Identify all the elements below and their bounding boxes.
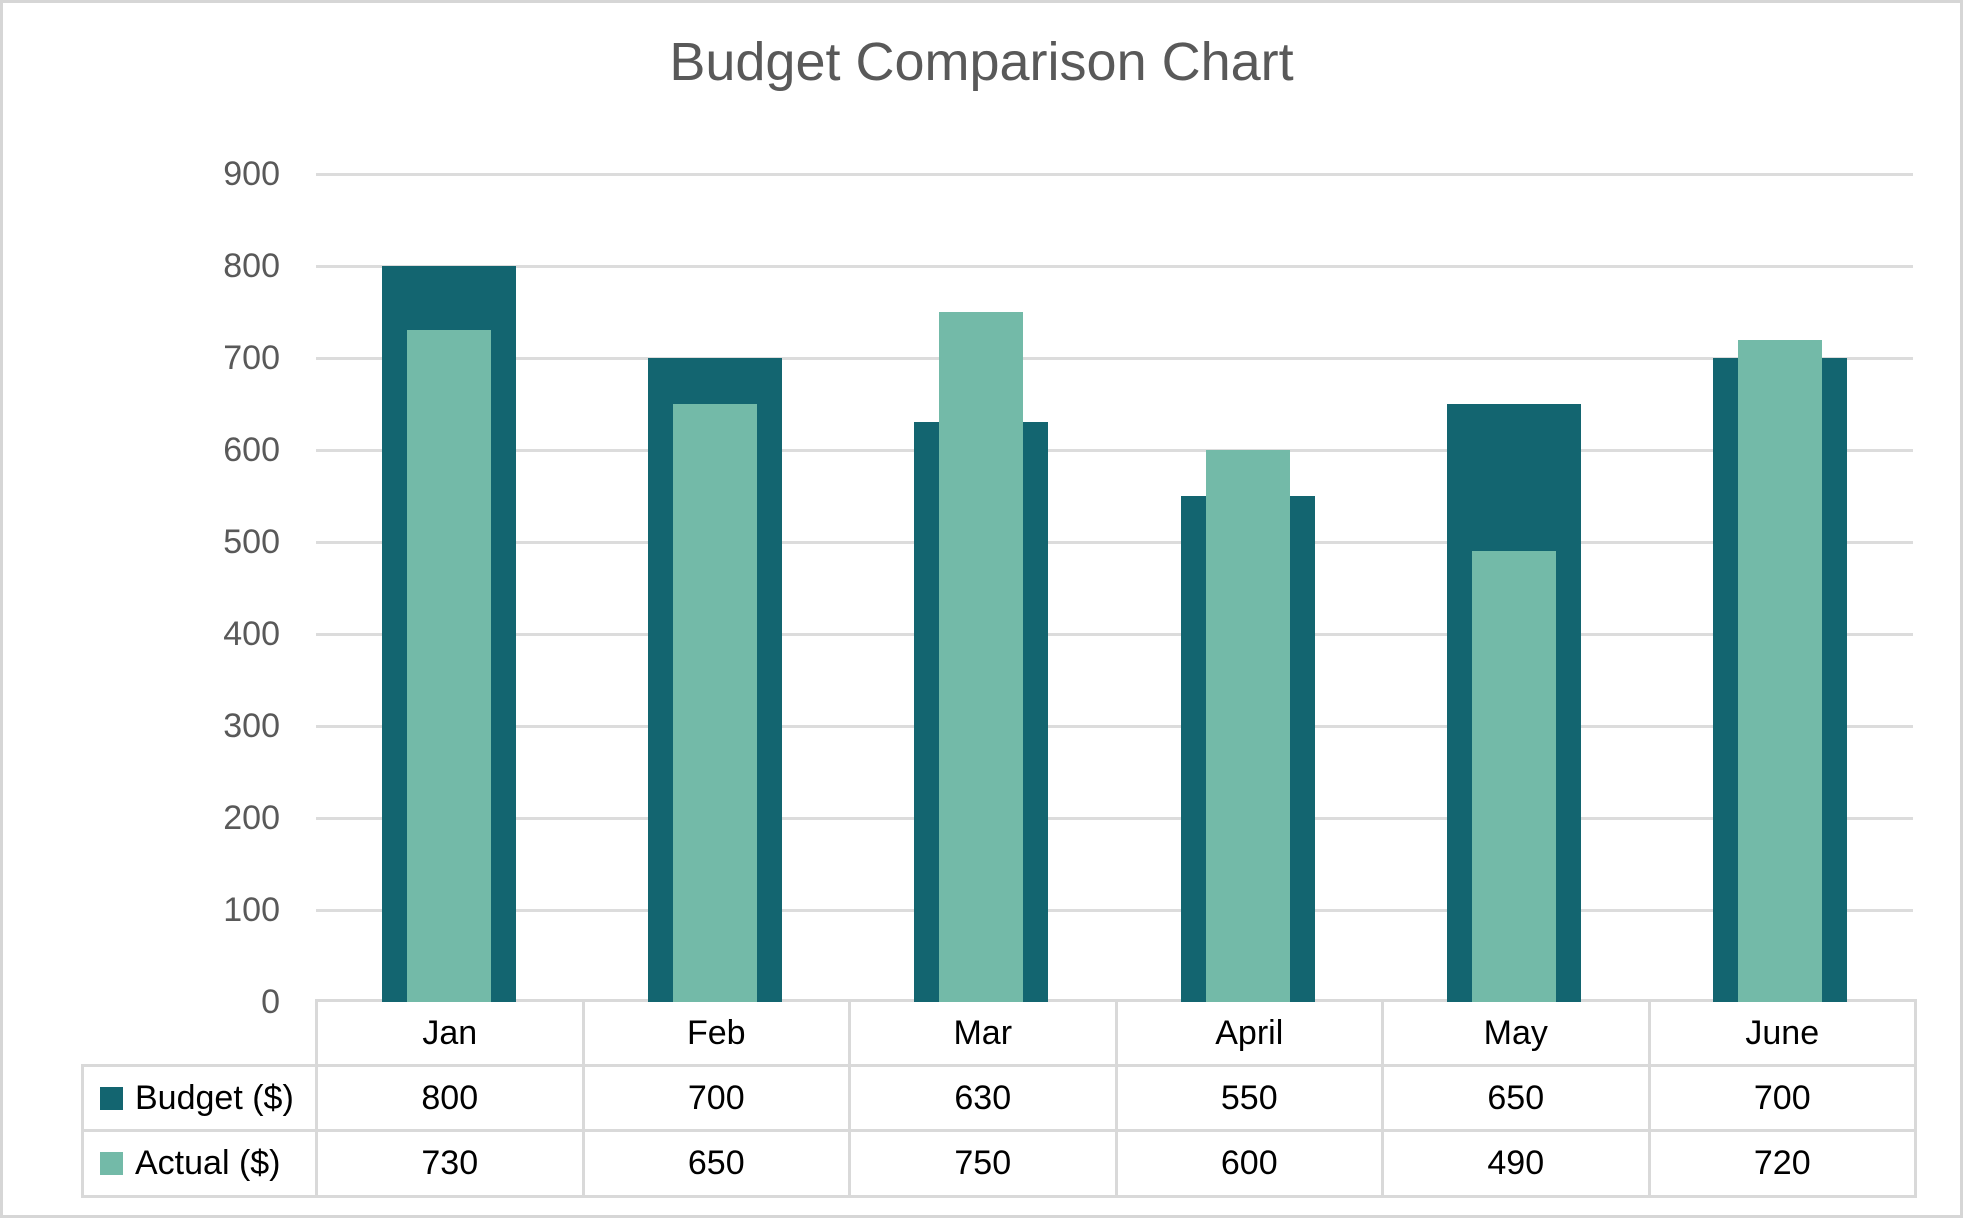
y-tick-label-200: 200 <box>223 799 280 837</box>
y-tick-label-700: 700 <box>223 339 280 377</box>
budget-series-label: Budget ($) <box>135 1078 294 1117</box>
actual-bar-feb <box>673 404 757 1002</box>
y-tick-label-500: 500 <box>223 523 280 561</box>
actual-bar-june <box>1738 340 1822 1002</box>
actual-value-cell-april: 600 <box>1114 1129 1384 1198</box>
budget-value-cell-june: 700 <box>1647 1064 1917 1132</box>
plot-area <box>316 173 1913 1002</box>
chart-title: Budget Comparison Chart <box>669 32 1294 92</box>
gridline-600 <box>316 449 1913 452</box>
budget-value-cell-feb: 700 <box>581 1064 851 1132</box>
gridline-100 <box>316 909 1913 912</box>
budget-value-cell-mar: 630 <box>848 1064 1118 1132</box>
budget-value-cell-may: 650 <box>1381 1064 1651 1132</box>
budget-swatch-icon <box>100 1086 123 1110</box>
table-corner-cell <box>83 1001 317 1066</box>
actual-bar-mar <box>939 312 1023 1002</box>
actual-value-cell-june: 720 <box>1647 1129 1917 1198</box>
actual-legend: Actual ($) <box>100 1144 315 1183</box>
y-tick-label-600: 600 <box>223 431 280 469</box>
gridline-900 <box>316 173 1913 176</box>
month-header-cell-june: June <box>1647 999 1917 1067</box>
month-header-cell-feb: Feb <box>581 999 851 1067</box>
actual-bar-april <box>1206 450 1290 1002</box>
gridline-800 <box>316 265 1913 268</box>
gridline-300 <box>316 725 1913 728</box>
actual-value-cell-may: 490 <box>1381 1129 1651 1198</box>
y-tick-label-900: 900 <box>223 155 280 193</box>
y-tick-label-300: 300 <box>223 707 280 745</box>
gridline-500 <box>316 541 1913 544</box>
gridline-700 <box>316 357 1913 360</box>
budget-legend: Budget ($) <box>100 1079 315 1118</box>
actual-swatch-icon <box>100 1152 123 1175</box>
actual-series-name-cell: Actual ($) <box>81 1129 318 1198</box>
y-tick-label-100: 100 <box>223 891 280 929</box>
budget-series-name-cell: Budget ($) <box>81 1064 318 1132</box>
actual-value-cell-feb: 650 <box>581 1129 851 1198</box>
month-header-cell-mar: Mar <box>848 999 1118 1067</box>
gridline-200 <box>316 817 1913 820</box>
actual-value-cell-jan: 730 <box>315 1129 585 1198</box>
y-tick-label-0: 0 <box>261 983 280 1021</box>
actual-bar-may <box>1472 551 1556 1002</box>
gridline-400 <box>316 633 1913 636</box>
month-header-cell-may: May <box>1381 999 1651 1067</box>
month-header-cell-april: April <box>1114 999 1384 1067</box>
actual-series-label: Actual ($) <box>135 1144 281 1182</box>
budget-value-cell-april: 550 <box>1114 1064 1384 1132</box>
data-table: Jan Feb Mar April May June Budget ($) 800 700 630… <box>81 999 1917 1198</box>
month-header-cell-jan: Jan <box>315 999 585 1067</box>
budget-value-cell-jan: 800 <box>315 1064 585 1132</box>
actual-bar-jan <box>407 330 491 1002</box>
y-tick-label-400: 400 <box>223 615 280 653</box>
y-tick-label-800: 800 <box>223 247 280 285</box>
actual-value-cell-mar: 750 <box>848 1129 1118 1198</box>
